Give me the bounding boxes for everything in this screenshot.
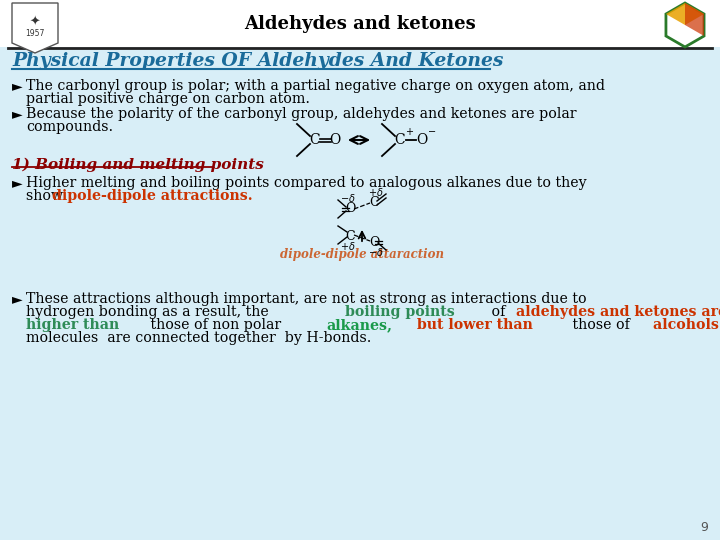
Text: alkanes,: alkanes, — [326, 318, 392, 332]
Text: hydrogen bonding as a result, the: hydrogen bonding as a result, the — [26, 305, 274, 319]
Text: but lower than: but lower than — [412, 318, 533, 332]
Text: of: of — [487, 305, 510, 319]
Text: partial positive charge on carbon atom.: partial positive charge on carbon atom. — [26, 92, 310, 106]
Text: higher than: higher than — [26, 318, 120, 332]
Text: ►: ► — [12, 107, 22, 121]
Text: dipole-dipole attaraction: dipole-dipole attaraction — [280, 248, 444, 261]
Text: O: O — [416, 133, 428, 147]
Polygon shape — [666, 3, 704, 25]
Text: O: O — [329, 133, 341, 147]
Text: Because the polarity of the carbonyl group, aldehydes and ketones are polar: Because the polarity of the carbonyl gro… — [26, 107, 577, 121]
Text: 1) Boiling and melting points: 1) Boiling and melting points — [12, 158, 264, 172]
Text: $+\delta$: $+\delta$ — [368, 186, 384, 198]
Text: $+\delta$: $+\delta$ — [340, 240, 356, 252]
Text: molecules  are connected together  by H-bonds.: molecules are connected together by H-bo… — [26, 331, 372, 345]
Text: dipole-dipole attractions.: dipole-dipole attractions. — [52, 189, 253, 203]
Text: C: C — [345, 230, 355, 242]
Polygon shape — [685, 3, 704, 36]
Text: Aldehydes and ketones: Aldehydes and ketones — [244, 15, 476, 33]
Text: 1957: 1957 — [25, 30, 45, 38]
Text: −: − — [428, 127, 436, 137]
Text: C: C — [310, 133, 320, 147]
Text: those of: those of — [567, 318, 634, 332]
Polygon shape — [12, 3, 58, 53]
Polygon shape — [666, 3, 704, 47]
Text: alcohols whose: alcohols whose — [653, 318, 720, 332]
Text: 9: 9 — [700, 521, 708, 534]
Text: $-\delta$: $-\delta$ — [368, 246, 384, 258]
Text: Higher melting and boiling points compared to analogous alkanes due to they: Higher melting and boiling points compar… — [26, 176, 587, 190]
Text: ►: ► — [12, 79, 22, 93]
Text: O: O — [345, 201, 355, 214]
Text: ►: ► — [12, 176, 22, 190]
Text: O: O — [369, 235, 379, 248]
Text: The carbonyl group is polar; with a partial negative charge on oxygen atom, and: The carbonyl group is polar; with a part… — [26, 79, 605, 93]
Text: show: show — [26, 189, 68, 203]
Text: Physical Properties OF Aldehydes And Ketones: Physical Properties OF Aldehydes And Ket… — [12, 52, 503, 70]
Text: ✦: ✦ — [30, 16, 40, 29]
Text: C: C — [369, 195, 379, 208]
Bar — [0, 0, 720, 47]
Text: aldehydes and ketones are: aldehydes and ketones are — [516, 305, 720, 319]
Text: $-\delta$: $-\delta$ — [340, 192, 356, 204]
Text: C: C — [395, 133, 405, 147]
Text: These attractions although important, are not as strong as interactions due to: These attractions although important, ar… — [26, 292, 587, 306]
Text: boiling points: boiling points — [345, 305, 455, 319]
Text: those of non polar: those of non polar — [146, 318, 286, 332]
Text: compounds.: compounds. — [26, 120, 113, 134]
Text: +: + — [405, 127, 413, 137]
Text: ►: ► — [12, 292, 22, 306]
